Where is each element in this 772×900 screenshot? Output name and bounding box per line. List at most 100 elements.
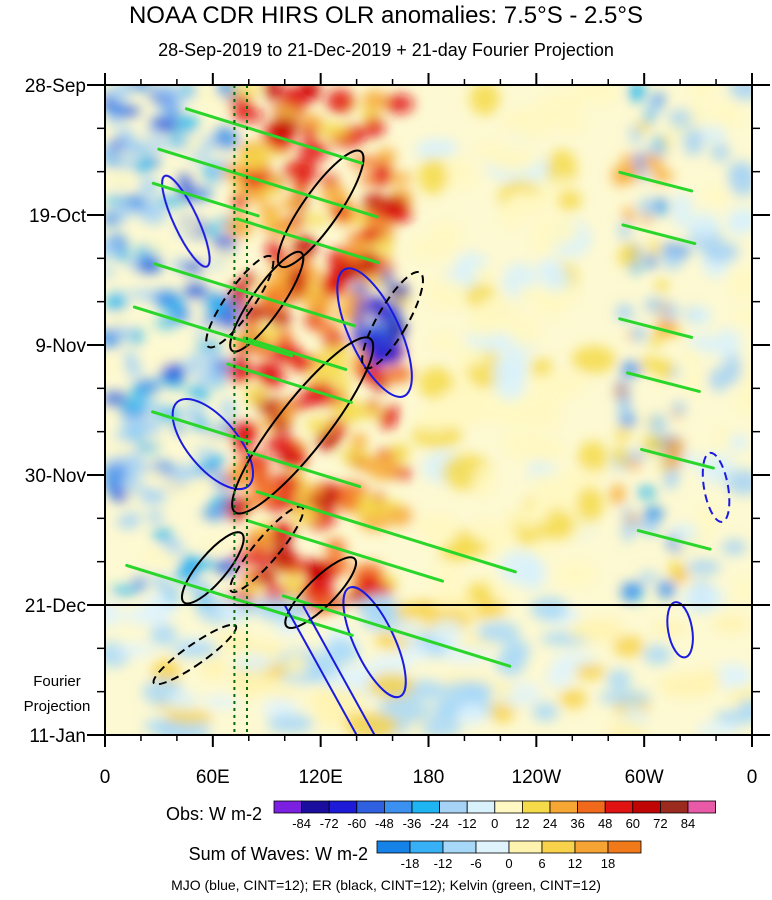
anomaly-blob-indian-ocean <box>105 392 129 406</box>
anomaly-blob-indian-ocean <box>163 585 178 596</box>
anomaly-blob-south-america <box>637 486 657 499</box>
anomaly-blob-indian-ocean <box>205 349 221 369</box>
obs-colorbar-swatch <box>660 800 689 814</box>
anomaly-blob-pacific <box>472 265 498 283</box>
anomaly-blob-indian-ocean <box>196 339 223 351</box>
anomaly-blob-indian-ocean <box>171 464 194 484</box>
wave-projection-blob <box>283 653 309 677</box>
mjo-contour-4 <box>666 601 694 659</box>
anomaly-blob-indian-ocean <box>126 451 145 470</box>
anomaly-blob-maritime <box>226 363 254 383</box>
wave-projection-blob <box>263 697 298 720</box>
anomaly-blob-south-america <box>649 413 667 435</box>
obs-colorbar-label: 24 <box>543 816 557 831</box>
anomaly-blob-indian-ocean <box>180 261 205 273</box>
wave-projection-blob <box>607 669 632 691</box>
mjo-line-1 <box>283 604 358 735</box>
anomaly-blob-south-america <box>628 85 646 103</box>
anomaly-blob-atlantic <box>686 559 721 575</box>
anomaly-blob-south-america <box>642 152 664 171</box>
mjo-contour-5 <box>342 586 407 699</box>
wave-projection-blob <box>253 641 284 657</box>
wave-projection-blob <box>266 685 300 701</box>
anomaly-blob-maritime <box>269 251 288 267</box>
anomaly-blob-south-america <box>614 427 632 440</box>
anomaly-blob-atlantic <box>704 184 730 206</box>
anomaly-blob-indian-ocean <box>213 234 236 252</box>
anomaly-blob-pacific <box>571 345 617 374</box>
waves-colorbar-swatch <box>475 840 510 854</box>
wave-projection-blob <box>115 643 156 657</box>
anomaly-blob-indian-ocean <box>120 107 136 117</box>
mjo-contour-2 <box>171 397 255 491</box>
wave-projection-blob <box>727 667 752 688</box>
anomaly-blob-maritime <box>346 232 371 245</box>
obs-colorbar-label: -72 <box>320 816 339 831</box>
anomaly-blob-maritime <box>270 116 300 137</box>
anomaly-blob-indian-ocean <box>201 135 215 151</box>
wave-projection-blob <box>559 688 587 709</box>
kelvin-contour-13 <box>281 594 512 668</box>
wave-projection-blob <box>575 663 606 680</box>
anomaly-blob-south-america <box>644 297 664 313</box>
anomaly-blob-indian-ocean <box>138 177 160 197</box>
waves-colorbar-label: -12 <box>434 856 453 871</box>
anomaly-blob-maritime <box>324 344 349 368</box>
anomaly-blob-south-america <box>618 399 629 420</box>
anomaly-blob-pacific <box>538 483 561 500</box>
anomaly-blob-atlantic <box>730 207 752 233</box>
waves-colorbar-swatch <box>376 840 411 854</box>
kelvin-contour-9 <box>246 450 362 489</box>
anomaly-blob-atlantic <box>730 269 752 300</box>
obs-colorbar-swatch <box>328 800 358 814</box>
obs-colorbar-label: 36 <box>570 816 584 831</box>
waves-colorbar-swatch <box>508 840 543 854</box>
anomaly-blob-pacific <box>541 370 590 394</box>
wave-projection-blob <box>369 654 411 680</box>
anomaly-blob-indian-ocean <box>136 257 162 273</box>
anomaly-blob-south-america <box>638 571 658 583</box>
wave-projection-blob <box>392 621 425 641</box>
anomaly-blob-pacific <box>557 189 582 211</box>
anomaly-blob-pacific <box>499 110 540 133</box>
anomaly-blob-indian-ocean <box>135 379 162 394</box>
anomaly-blob-maritime <box>225 214 254 239</box>
kelvin-contour-sa-0 <box>618 170 694 193</box>
wave-projection-blob <box>530 597 569 621</box>
anomaly-blob-maritime <box>291 505 316 524</box>
wave-projection-blob <box>696 722 740 735</box>
anomaly-blob-maritime <box>313 581 335 601</box>
wave-projection-blob <box>457 703 487 726</box>
x-tick-label: 120E <box>298 767 342 788</box>
waves-colorbar-swatch <box>541 840 576 854</box>
anomaly-blob-pacific <box>553 559 598 590</box>
anomaly-blob-indian-ocean <box>105 196 125 205</box>
anomaly-blob-pacific <box>466 312 501 339</box>
anomaly-blob-maritime <box>335 376 351 395</box>
kelvin-contour-2 <box>151 181 260 218</box>
anomaly-blob-maritime <box>251 465 267 486</box>
anomaly-blob-south-america <box>653 92 665 107</box>
anomaly-blob-atlantic <box>710 143 730 162</box>
anomaly-blob-south-america <box>645 253 657 269</box>
kelvin-contour-11 <box>246 519 445 583</box>
anomaly-blob-south-america <box>638 197 657 217</box>
wave-projection-blob <box>368 600 396 620</box>
wave-projection-blob <box>712 614 750 634</box>
axes: 0 60E 120E 180 120W 60W 0 28-Sep 19-Oct 9-Nov 30-N… <box>24 73 770 788</box>
anomaly-blob-south-america <box>612 164 630 187</box>
anomaly-blob-maritime <box>232 191 247 211</box>
kelvin-contour-7 <box>226 362 353 404</box>
anomaly-blob-maritime <box>358 499 392 518</box>
anomaly-blob-maritime <box>373 161 392 187</box>
anomaly-blob-maritime <box>294 174 310 192</box>
anomaly-blob-pacific <box>492 355 530 380</box>
chart-title: NOAA CDR HIRS OLR anomalies: 7.5°S - 2.5… <box>128 2 644 29</box>
kelvin-contour-1 <box>157 147 379 219</box>
anomaly-blob-pacific <box>498 550 542 585</box>
anomaly-blob-maritime <box>228 463 245 485</box>
anomaly-blob-indian-ocean <box>157 195 184 207</box>
anomaly-blob-dateline <box>379 350 401 366</box>
anomaly-blob-pacific <box>557 116 586 135</box>
